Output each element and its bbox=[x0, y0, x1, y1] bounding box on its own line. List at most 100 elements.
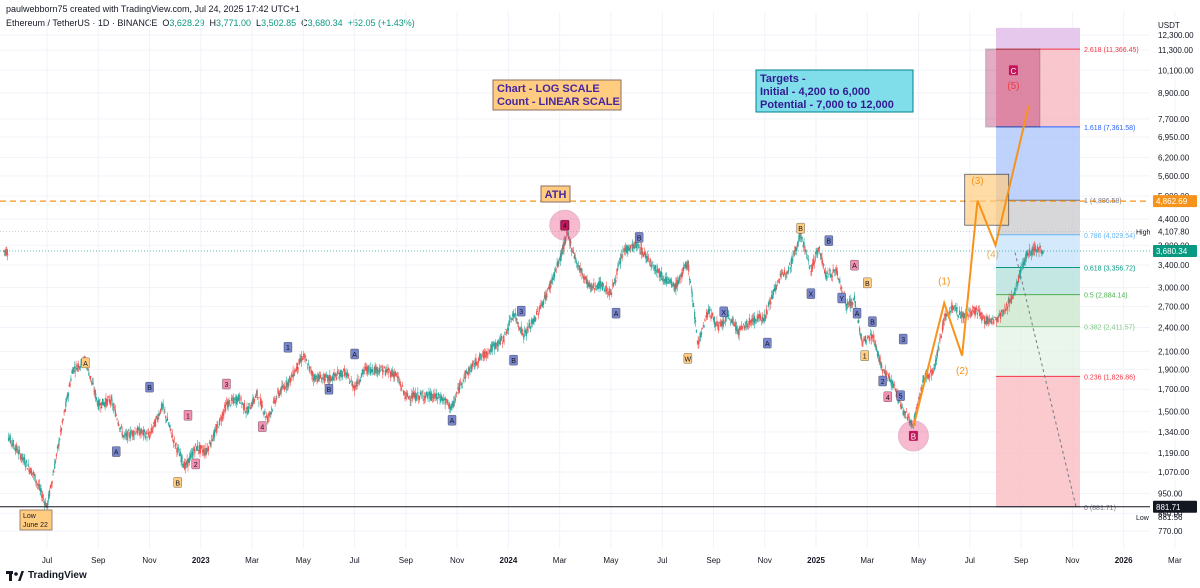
candle-body bbox=[526, 326, 528, 330]
candle-body bbox=[893, 384, 895, 386]
wave-label-small: A bbox=[765, 341, 770, 348]
candle-body bbox=[232, 397, 234, 401]
wave-label-box bbox=[763, 337, 772, 349]
candle-body bbox=[465, 371, 468, 374]
candle-body bbox=[142, 429, 145, 436]
candle-body bbox=[341, 371, 343, 378]
candle-body bbox=[436, 397, 439, 399]
candle-body bbox=[952, 305, 954, 310]
candle-body bbox=[101, 398, 104, 405]
candle-body bbox=[14, 448, 16, 452]
candle-body bbox=[735, 322, 737, 331]
candle-body bbox=[758, 314, 760, 319]
candle-body bbox=[872, 335, 874, 338]
open-label: O bbox=[162, 18, 170, 28]
candle-body bbox=[548, 283, 551, 290]
candle-body bbox=[922, 379, 924, 383]
candle-body bbox=[1017, 275, 1020, 283]
tradingview-logo-icon[interactable] bbox=[6, 570, 24, 581]
candle-body bbox=[377, 367, 379, 373]
wave-label-box bbox=[81, 357, 90, 368]
candle-body bbox=[309, 367, 311, 368]
candle-body bbox=[648, 262, 651, 263]
candle-body bbox=[433, 398, 435, 399]
candle-body bbox=[604, 289, 606, 291]
candle-body bbox=[434, 392, 436, 398]
candle-body bbox=[249, 408, 251, 410]
candle-body bbox=[584, 276, 586, 279]
candle-body bbox=[876, 351, 879, 357]
candle-body bbox=[103, 402, 105, 405]
x-tick-label: 2023 bbox=[192, 556, 210, 565]
candle-body bbox=[109, 401, 111, 403]
wave-label-box bbox=[634, 232, 644, 243]
candle-body bbox=[385, 369, 387, 373]
candle-body bbox=[130, 430, 132, 438]
footer-brand[interactable]: TradingView bbox=[28, 570, 87, 581]
candle-body bbox=[222, 412, 224, 417]
candle-body bbox=[713, 316, 715, 325]
candle-body bbox=[155, 415, 157, 418]
candle-body bbox=[553, 273, 555, 277]
candle-body bbox=[816, 250, 818, 253]
candle-body bbox=[248, 403, 251, 405]
candle-body bbox=[998, 315, 1000, 317]
candle-body bbox=[788, 263, 791, 265]
candle-body bbox=[988, 321, 990, 324]
candle-body bbox=[496, 342, 498, 348]
candle-body bbox=[48, 490, 51, 497]
candle-body bbox=[573, 256, 575, 259]
candle-body bbox=[829, 273, 832, 278]
candle-body bbox=[765, 308, 768, 315]
candle-body bbox=[397, 376, 399, 379]
candle-body bbox=[446, 401, 448, 402]
fib-zone bbox=[996, 267, 1080, 295]
candle-body bbox=[330, 378, 333, 381]
candle-body bbox=[877, 352, 880, 357]
candle-body bbox=[983, 316, 985, 324]
candle-body bbox=[136, 426, 139, 434]
candle-body bbox=[25, 465, 27, 468]
candle-body bbox=[134, 430, 136, 432]
candle-body bbox=[803, 242, 805, 246]
candle-body bbox=[634, 242, 636, 245]
symbol-title[interactable]: Ethereum / TetherUS · 1D · BINANCE bbox=[6, 18, 158, 28]
candle-body bbox=[770, 294, 773, 299]
candle-body bbox=[245, 412, 247, 413]
candle-body bbox=[542, 300, 545, 305]
candle-body bbox=[19, 450, 21, 451]
candle-body bbox=[448, 403, 451, 409]
candle-body bbox=[387, 367, 389, 370]
candle-body bbox=[817, 247, 820, 251]
candle-body bbox=[97, 400, 99, 410]
candle-body bbox=[864, 338, 866, 339]
candle-body bbox=[261, 405, 263, 407]
candle-body bbox=[18, 450, 20, 455]
candle-body bbox=[715, 322, 717, 327]
candle-body bbox=[298, 359, 300, 366]
candle-body bbox=[813, 261, 815, 265]
candle-body bbox=[693, 306, 695, 307]
candle-body bbox=[279, 391, 281, 394]
candle-body bbox=[599, 280, 601, 284]
candle-body bbox=[929, 374, 931, 378]
candle-body bbox=[565, 237, 567, 244]
candle-body bbox=[262, 412, 264, 414]
candle-body bbox=[35, 481, 37, 483]
candle-body bbox=[17, 453, 19, 454]
candle-body bbox=[749, 321, 751, 324]
candle-body bbox=[301, 358, 304, 361]
candle-body bbox=[121, 431, 123, 436]
candle-body bbox=[647, 257, 650, 260]
candle-body bbox=[21, 453, 23, 460]
candle-body bbox=[681, 272, 683, 279]
candle-body bbox=[176, 449, 178, 453]
candle-body bbox=[401, 388, 403, 390]
candle-body bbox=[332, 376, 334, 381]
candle-body bbox=[124, 433, 126, 435]
candle-body bbox=[288, 379, 290, 386]
candle-body bbox=[883, 371, 885, 374]
low-price-tag-bg bbox=[1153, 500, 1197, 513]
candle-body bbox=[216, 424, 218, 430]
